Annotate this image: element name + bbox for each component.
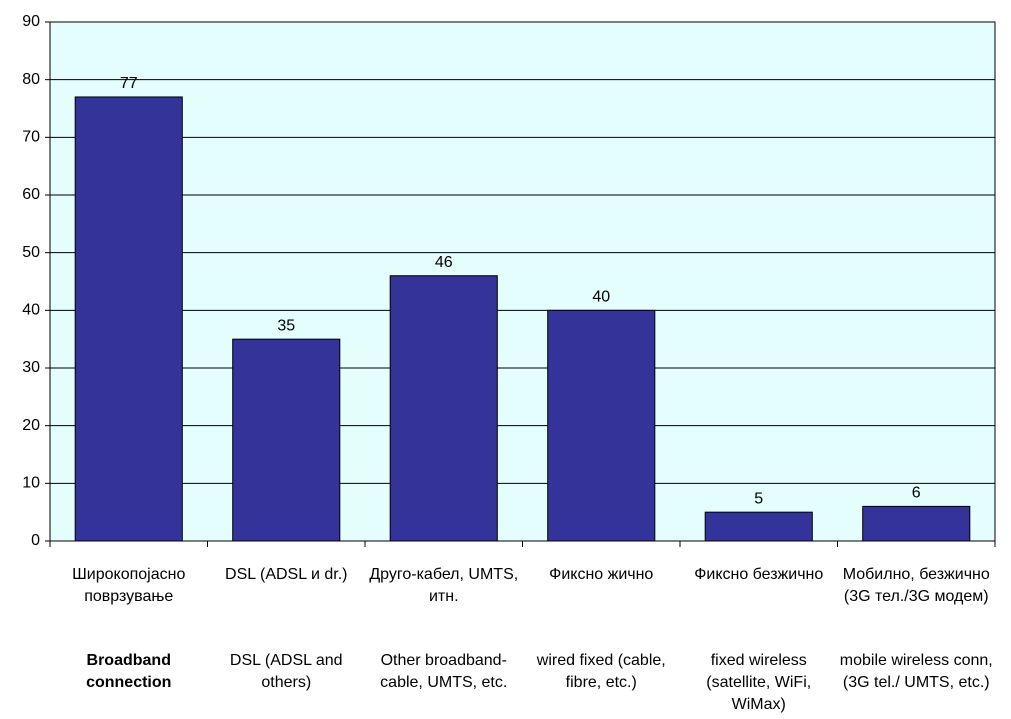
y-tick-label: 20 [22, 417, 40, 434]
x-label-en: fixed wireless (satellite, WiFi, WiMax) [706, 652, 812, 713]
y-tick-label: 30 [22, 359, 40, 376]
y-tick-label: 80 [22, 71, 40, 88]
data-label: 6 [912, 485, 921, 502]
x-label-en: wired fixed (cable, fibre, etc.) [536, 652, 666, 691]
bar [704, 511, 813, 542]
y-tick-label: 50 [22, 244, 40, 261]
y-tick-label: 40 [22, 302, 40, 319]
data-label: 46 [435, 254, 453, 271]
x-tick-label: Друго-кабел, UMTS, итн. [369, 566, 519, 605]
x-tick-label: DSL (ADSL и dr.) [225, 566, 348, 583]
data-label: 40 [592, 289, 610, 306]
y-tick-label: 70 [22, 129, 40, 146]
x-tick-label: Фиксно жично [549, 566, 654, 583]
y-tick-label: 60 [22, 186, 40, 203]
bar [74, 96, 183, 542]
x-tick-label: Широкопојасно поврзување [72, 566, 186, 605]
y-tick-label: 10 [22, 475, 40, 492]
bar [232, 338, 341, 542]
plot-area [49, 21, 996, 542]
x-label-en: mobile wireless conn, (3G tel./ UMTS, et… [839, 652, 993, 691]
y-tick-label: 90 [22, 13, 40, 30]
bar [862, 505, 971, 542]
data-label: 5 [754, 490, 763, 507]
data-label: 77 [120, 75, 138, 92]
data-label: 35 [277, 317, 295, 334]
y-tick-label: 0 [31, 532, 40, 549]
x-tick-label: Фиксно безжично [694, 566, 824, 583]
x-label-en: DSL (ADSL and others) [229, 652, 343, 691]
x-label-en: Other broadband-cable, UMTS, etc. [380, 652, 508, 691]
chart: 0 10 20 30 40 50 60 70 80 90 77 35 46 40 5 6 [22, 13, 996, 549]
bar [389, 275, 498, 542]
x-label-en: Broadband connection [86, 652, 172, 691]
bar [547, 309, 656, 542]
x-tick-label: Мобилно, безжично (3G тел./3G модем) [842, 566, 990, 605]
